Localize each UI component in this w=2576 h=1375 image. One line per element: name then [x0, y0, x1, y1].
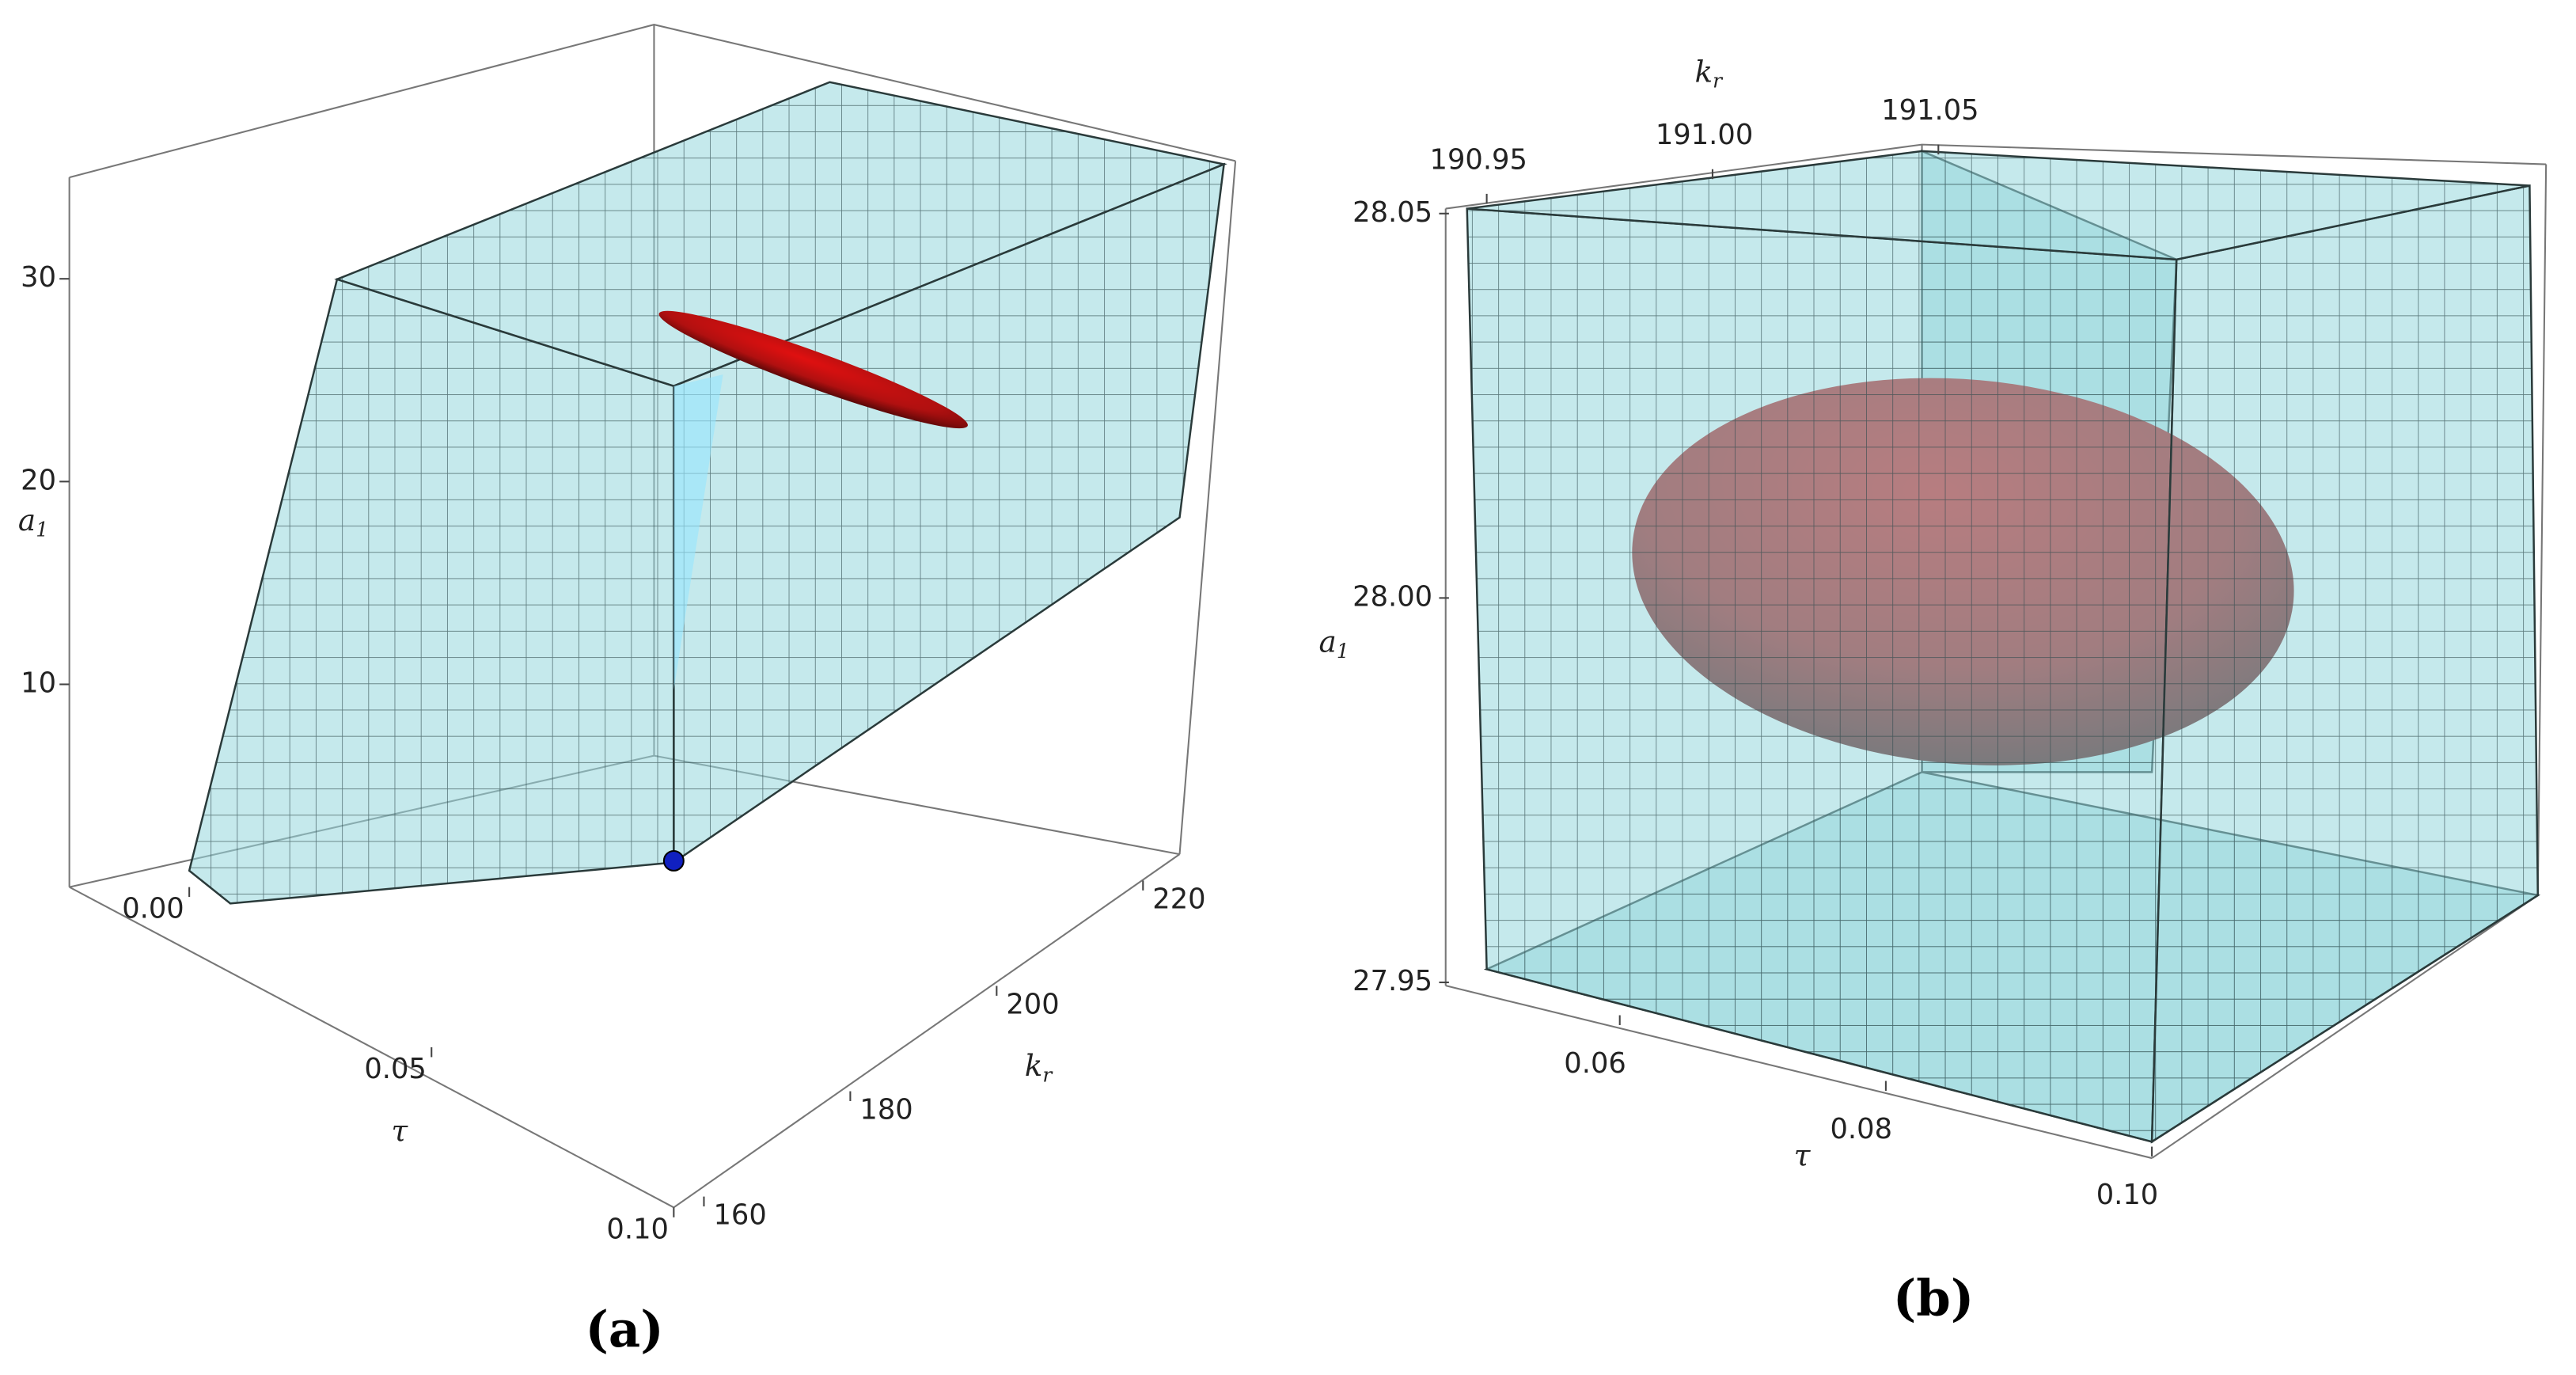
axis-label-main: k	[1694, 54, 1713, 89]
axis-label-main: k	[1025, 1047, 1043, 1082]
z-tick-label: 30	[21, 261, 56, 294]
x-tick-label: 0.10	[606, 1213, 669, 1245]
panel-b-shapes	[1444, 143, 2548, 1160]
x-tick-label: 0.06	[1564, 1047, 1626, 1080]
axis-label-sub: r	[1713, 69, 1724, 92]
y-tick-label: 220	[1152, 883, 1205, 915]
z-tick-label: 28.05	[1352, 196, 1432, 229]
z-tick-label: 28.00	[1352, 580, 1432, 613]
axis-label-sub: 1	[36, 518, 48, 541]
z-tick-label: 27.95	[1352, 965, 1432, 997]
y-tick-label: 190.95	[1430, 143, 1527, 176]
x-tick-label: 0.05	[364, 1053, 427, 1085]
region-face	[1466, 150, 2530, 261]
axis-label: a1	[1319, 624, 1349, 662]
axis-label-sub: r	[1042, 1063, 1053, 1086]
region-face	[1466, 207, 2178, 1143]
axis-label-main: a	[18, 502, 36, 537]
axis-label: τ	[391, 1113, 408, 1148]
z-tick-label: 10	[21, 667, 56, 699]
x-tick-label: 0.00	[122, 893, 184, 925]
x-tick-label: 0.08	[1831, 1113, 1893, 1145]
region-face	[673, 162, 1226, 864]
axis-label: τ	[1794, 1138, 1812, 1173]
ellipsoid	[658, 310, 968, 429]
panel-a-shapes	[68, 24, 1237, 1209]
region-face	[188, 278, 675, 905]
y-tick-label: 191.05	[1881, 94, 1978, 127]
y-tick-label: 160	[713, 1198, 766, 1231]
axis-label: a1	[18, 502, 48, 540]
y-tick-label: 200	[1006, 988, 1059, 1020]
point	[662, 849, 685, 872]
x-tick-label: 0.10	[2096, 1179, 2159, 1211]
panel-label: (b)	[1893, 1270, 1974, 1328]
panel-label: (a)	[585, 1301, 663, 1358]
region-face	[2150, 184, 2540, 1144]
region-face	[673, 374, 723, 690]
axis-label: kr	[1694, 54, 1724, 92]
axis-label-sub: 1	[1337, 639, 1349, 662]
y-tick-label: 191.00	[1656, 119, 1753, 151]
z-tick-label: 20	[21, 464, 56, 496]
y-tick-label: 180	[859, 1093, 912, 1126]
axis-label-main: a	[1319, 624, 1337, 659]
axis-label: kr	[1025, 1047, 1054, 1085]
